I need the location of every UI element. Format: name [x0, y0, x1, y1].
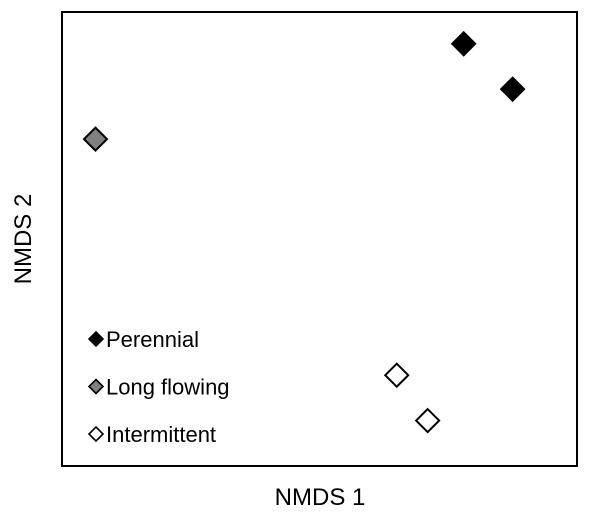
point-intermittent-2: [414, 407, 441, 434]
legend-marker-intermittent: [87, 425, 105, 443]
legend-label-intermittent: Intermittent: [106, 422, 216, 447]
point-perennial-2: [499, 76, 526, 103]
legend: Perennial Long flowing Intermittent: [87, 327, 230, 447]
point-perennial-1: [450, 30, 477, 57]
legend-label-long-flowing: Long flowing: [106, 375, 230, 400]
plot-frame: [61, 11, 578, 467]
legend-label-perennial: Perennial: [106, 327, 199, 352]
legend-marker-long-flowing: [87, 378, 105, 395]
y-axis-title: NMDS 2: [10, 194, 37, 285]
legend-marker-perennial: [87, 330, 105, 348]
data-points: [82, 30, 526, 434]
x-axis-title: NMDS 1: [275, 484, 366, 511]
point-long-flowing-1: [82, 126, 109, 153]
point-intermittent-1: [383, 362, 410, 389]
